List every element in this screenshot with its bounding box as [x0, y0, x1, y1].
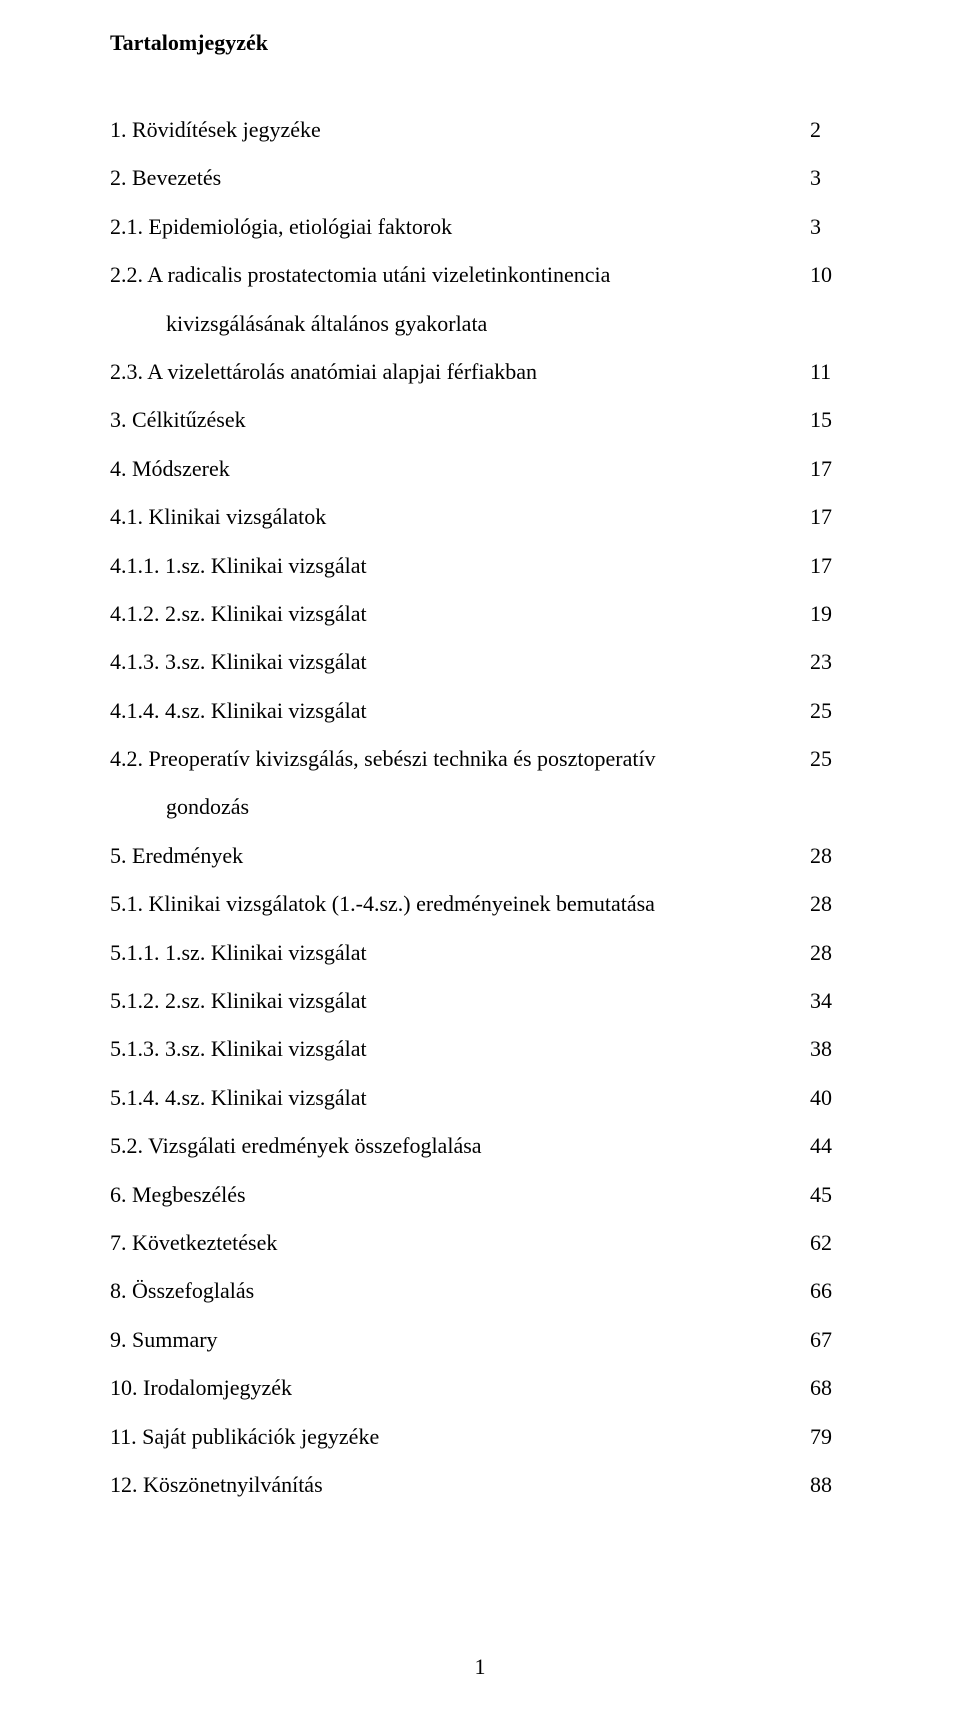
- toc-entry: 7. Következtetések62: [110, 1219, 850, 1267]
- toc-entry-title: 5.1.4. 4.sz. Klinikai vizsgálat: [110, 1074, 810, 1122]
- toc-entry-title: 2.1. Epidemiológia, etiológiai faktorok: [110, 203, 810, 251]
- toc-entry: 4.1.1. 1.sz. Klinikai vizsgálat17: [110, 542, 850, 590]
- toc-entry: 5.2. Vizsgálati eredmények összefoglalás…: [110, 1122, 850, 1170]
- toc-entry-title: 5.1. Klinikai vizsgálatok (1.-4.sz.) ere…: [110, 880, 810, 928]
- table-of-contents: 1. Rövidítések jegyzéke22. Bevezetés32.1…: [110, 106, 850, 1509]
- toc-entry: 3. Célkitűzések15: [110, 396, 850, 444]
- toc-entry-title: 4.2. Preoperatív kivizsgálás, sebészi te…: [110, 735, 810, 783]
- page-number: 1: [475, 1654, 486, 1680]
- toc-entry: 6. Megbeszélés45: [110, 1171, 850, 1219]
- toc-entry-title: 4.1.1. 1.sz. Klinikai vizsgálat: [110, 542, 810, 590]
- toc-entry-page: 40: [810, 1074, 850, 1122]
- toc-entry-title: 11. Saját publikációk jegyzéke: [110, 1413, 810, 1461]
- toc-entry-page: 17: [810, 542, 850, 590]
- toc-entry-page: 68: [810, 1364, 850, 1412]
- toc-entry-title: 8. Összefoglalás: [110, 1267, 810, 1315]
- toc-entry-page: [810, 783, 850, 831]
- toc-entry-title: 9. Summary: [110, 1316, 810, 1364]
- toc-entry-title: 5.1.1. 1.sz. Klinikai vizsgálat: [110, 929, 810, 977]
- toc-entry-page: 38: [810, 1025, 850, 1073]
- toc-entry-title: 4.1.3. 3.sz. Klinikai vizsgálat: [110, 638, 810, 686]
- toc-entry-page: 66: [810, 1267, 850, 1315]
- toc-entry-title: 2.3. A vizelettárolás anatómiai alapjai …: [110, 348, 810, 396]
- toc-entry-page: 17: [810, 445, 850, 493]
- toc-entry-page: 28: [810, 832, 850, 880]
- toc-entry: 4.1.3. 3.sz. Klinikai vizsgálat23: [110, 638, 850, 686]
- toc-entry-page: 25: [810, 687, 850, 735]
- toc-entry-page: 19: [810, 590, 850, 638]
- toc-entry: 2. Bevezetés3: [110, 154, 850, 202]
- toc-entry-title: 1. Rövidítések jegyzéke: [110, 106, 810, 154]
- toc-entry-page: 3: [810, 203, 850, 251]
- toc-entry: 5.1.3. 3.sz. Klinikai vizsgálat38: [110, 1025, 850, 1073]
- toc-entry-title: gondozás: [110, 783, 810, 831]
- toc-entry-title: 5.1.3. 3.sz. Klinikai vizsgálat: [110, 1025, 810, 1073]
- document-page: Tartalomjegyzék 1. Rövidítések jegyzéke2…: [0, 0, 960, 1710]
- toc-entry-page: 11: [810, 348, 850, 396]
- toc-entry-page: 3: [810, 154, 850, 202]
- toc-entry-page: 23: [810, 638, 850, 686]
- toc-entry-page: 25: [810, 735, 850, 783]
- toc-entry: 10. Irodalomjegyzék68: [110, 1364, 850, 1412]
- toc-entry-title: 4.1.2. 2.sz. Klinikai vizsgálat: [110, 590, 810, 638]
- toc-entry-page: 15: [810, 396, 850, 444]
- toc-entry: 4.1. Klinikai vizsgálatok17: [110, 493, 850, 541]
- toc-entry-title: 6. Megbeszélés: [110, 1171, 810, 1219]
- toc-entry-title: 5.1.2. 2.sz. Klinikai vizsgálat: [110, 977, 810, 1025]
- toc-entry: 4.1.4. 4.sz. Klinikai vizsgálat25: [110, 687, 850, 735]
- toc-entry-page: 34: [810, 977, 850, 1025]
- toc-entry-page: 28: [810, 880, 850, 928]
- toc-entry-page: 88: [810, 1461, 850, 1509]
- toc-entry-page: 67: [810, 1316, 850, 1364]
- toc-entry: kivizsgálásának általános gyakorlata: [110, 300, 850, 348]
- toc-entry: 5.1.2. 2.sz. Klinikai vizsgálat34: [110, 977, 850, 1025]
- toc-entry-title: 10. Irodalomjegyzék: [110, 1364, 810, 1412]
- toc-entry-page: 17: [810, 493, 850, 541]
- toc-entry-title: 5.2. Vizsgálati eredmények összefoglalás…: [110, 1122, 810, 1170]
- toc-entry-title: 4.1. Klinikai vizsgálatok: [110, 493, 810, 541]
- toc-entry: 4.1.2. 2.sz. Klinikai vizsgálat19: [110, 590, 850, 638]
- toc-entry: 12. Köszönetnyilvánítás88: [110, 1461, 850, 1509]
- toc-entry: 8. Összefoglalás66: [110, 1267, 850, 1315]
- toc-entry: gondozás: [110, 783, 850, 831]
- toc-entry-title: kivizsgálásának általános gyakorlata: [110, 300, 810, 348]
- toc-entry: 2.3. A vizelettárolás anatómiai alapjai …: [110, 348, 850, 396]
- page-title: Tartalomjegyzék: [110, 30, 850, 56]
- toc-entry-title: 4. Módszerek: [110, 445, 810, 493]
- toc-entry: 5.1. Klinikai vizsgálatok (1.-4.sz.) ere…: [110, 880, 850, 928]
- toc-entry: 5. Eredmények28: [110, 832, 850, 880]
- toc-entry: 11. Saját publikációk jegyzéke79: [110, 1413, 850, 1461]
- toc-entry: 9. Summary67: [110, 1316, 850, 1364]
- toc-entry-page: 10: [810, 251, 850, 299]
- toc-entry: 4.2. Preoperatív kivizsgálás, sebészi te…: [110, 735, 850, 783]
- toc-entry-page: 79: [810, 1413, 850, 1461]
- toc-entry-page: [810, 300, 850, 348]
- toc-entry-title: 2.2. A radicalis prostatectomia utáni vi…: [110, 251, 810, 299]
- toc-entry-page: 44: [810, 1122, 850, 1170]
- toc-entry: 5.1.1. 1.sz. Klinikai vizsgálat28: [110, 929, 850, 977]
- toc-entry: 5.1.4. 4.sz. Klinikai vizsgálat40: [110, 1074, 850, 1122]
- toc-entry-title: 3. Célkitűzések: [110, 396, 810, 444]
- toc-entry-title: 5. Eredmények: [110, 832, 810, 880]
- toc-entry-title: 12. Köszönetnyilvánítás: [110, 1461, 810, 1509]
- toc-entry-title: 7. Következtetések: [110, 1219, 810, 1267]
- toc-entry-title: 2. Bevezetés: [110, 154, 810, 202]
- toc-entry: 2.1. Epidemiológia, etiológiai faktorok3: [110, 203, 850, 251]
- toc-entry-page: 62: [810, 1219, 850, 1267]
- toc-entry: 4. Módszerek17: [110, 445, 850, 493]
- toc-entry-page: 28: [810, 929, 850, 977]
- toc-entry: 1. Rövidítések jegyzéke2: [110, 106, 850, 154]
- toc-entry-title: 4.1.4. 4.sz. Klinikai vizsgálat: [110, 687, 810, 735]
- toc-entry-page: 2: [810, 106, 850, 154]
- toc-entry: 2.2. A radicalis prostatectomia utáni vi…: [110, 251, 850, 299]
- toc-entry-page: 45: [810, 1171, 850, 1219]
